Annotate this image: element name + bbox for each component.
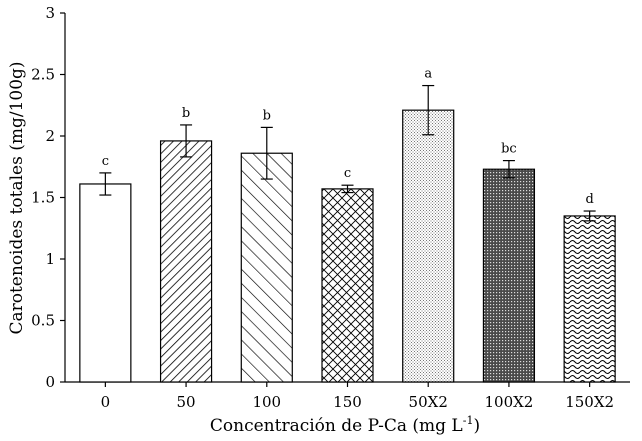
y-tick-label: 2 xyxy=(45,127,55,145)
bar xyxy=(482,168,536,383)
bar-background xyxy=(79,183,131,382)
bar xyxy=(159,140,213,383)
bar xyxy=(402,109,455,383)
x-ticks: 0 50 100 150 50X2 100X2 150X2 xyxy=(101,382,614,411)
y-tick-label: 1.5 xyxy=(31,189,55,207)
x-tick-label: 100 xyxy=(252,393,281,411)
x-tick-label: 50 xyxy=(177,393,196,411)
x-tick-label: 100X2 xyxy=(484,393,533,411)
significance-letter: c xyxy=(102,154,109,169)
significance-letter: b xyxy=(263,108,271,123)
bar xyxy=(563,215,616,383)
y-tick-label: 0.5 xyxy=(31,312,55,330)
x-tick-label: 150 xyxy=(333,393,362,411)
y-ticks: 0 0.5 1 1.5 2 2.5 3 xyxy=(31,4,65,391)
x-axis-label-superscript: -1 xyxy=(463,414,474,427)
significance-letter: a xyxy=(424,67,432,82)
significance-letter: b xyxy=(182,106,190,121)
y-tick-label: 2.5 xyxy=(31,66,55,84)
significance-letter: d xyxy=(585,192,593,207)
x-axis-label: Concentración de P-Ca (mg L-1) xyxy=(210,414,480,436)
y-tick-label: 1 xyxy=(45,250,55,268)
y-axis-label: Carotenoides totales (mg/100g) xyxy=(7,61,27,334)
x-axis-label-main: Concentración de P-Ca (mg L xyxy=(210,416,463,436)
significance-letter: c xyxy=(344,166,351,181)
x-tick-label: 50X2 xyxy=(409,393,448,411)
x-tick-label: 0 xyxy=(101,393,111,411)
x-tick-label: 150X2 xyxy=(565,393,614,411)
bar xyxy=(321,188,374,383)
y-tick-label: 0 xyxy=(45,373,55,391)
x-axis-label-suffix: ) xyxy=(473,416,480,436)
bar xyxy=(240,152,293,383)
significance-letter: bc xyxy=(501,142,517,157)
y-tick-label: 3 xyxy=(45,4,55,22)
